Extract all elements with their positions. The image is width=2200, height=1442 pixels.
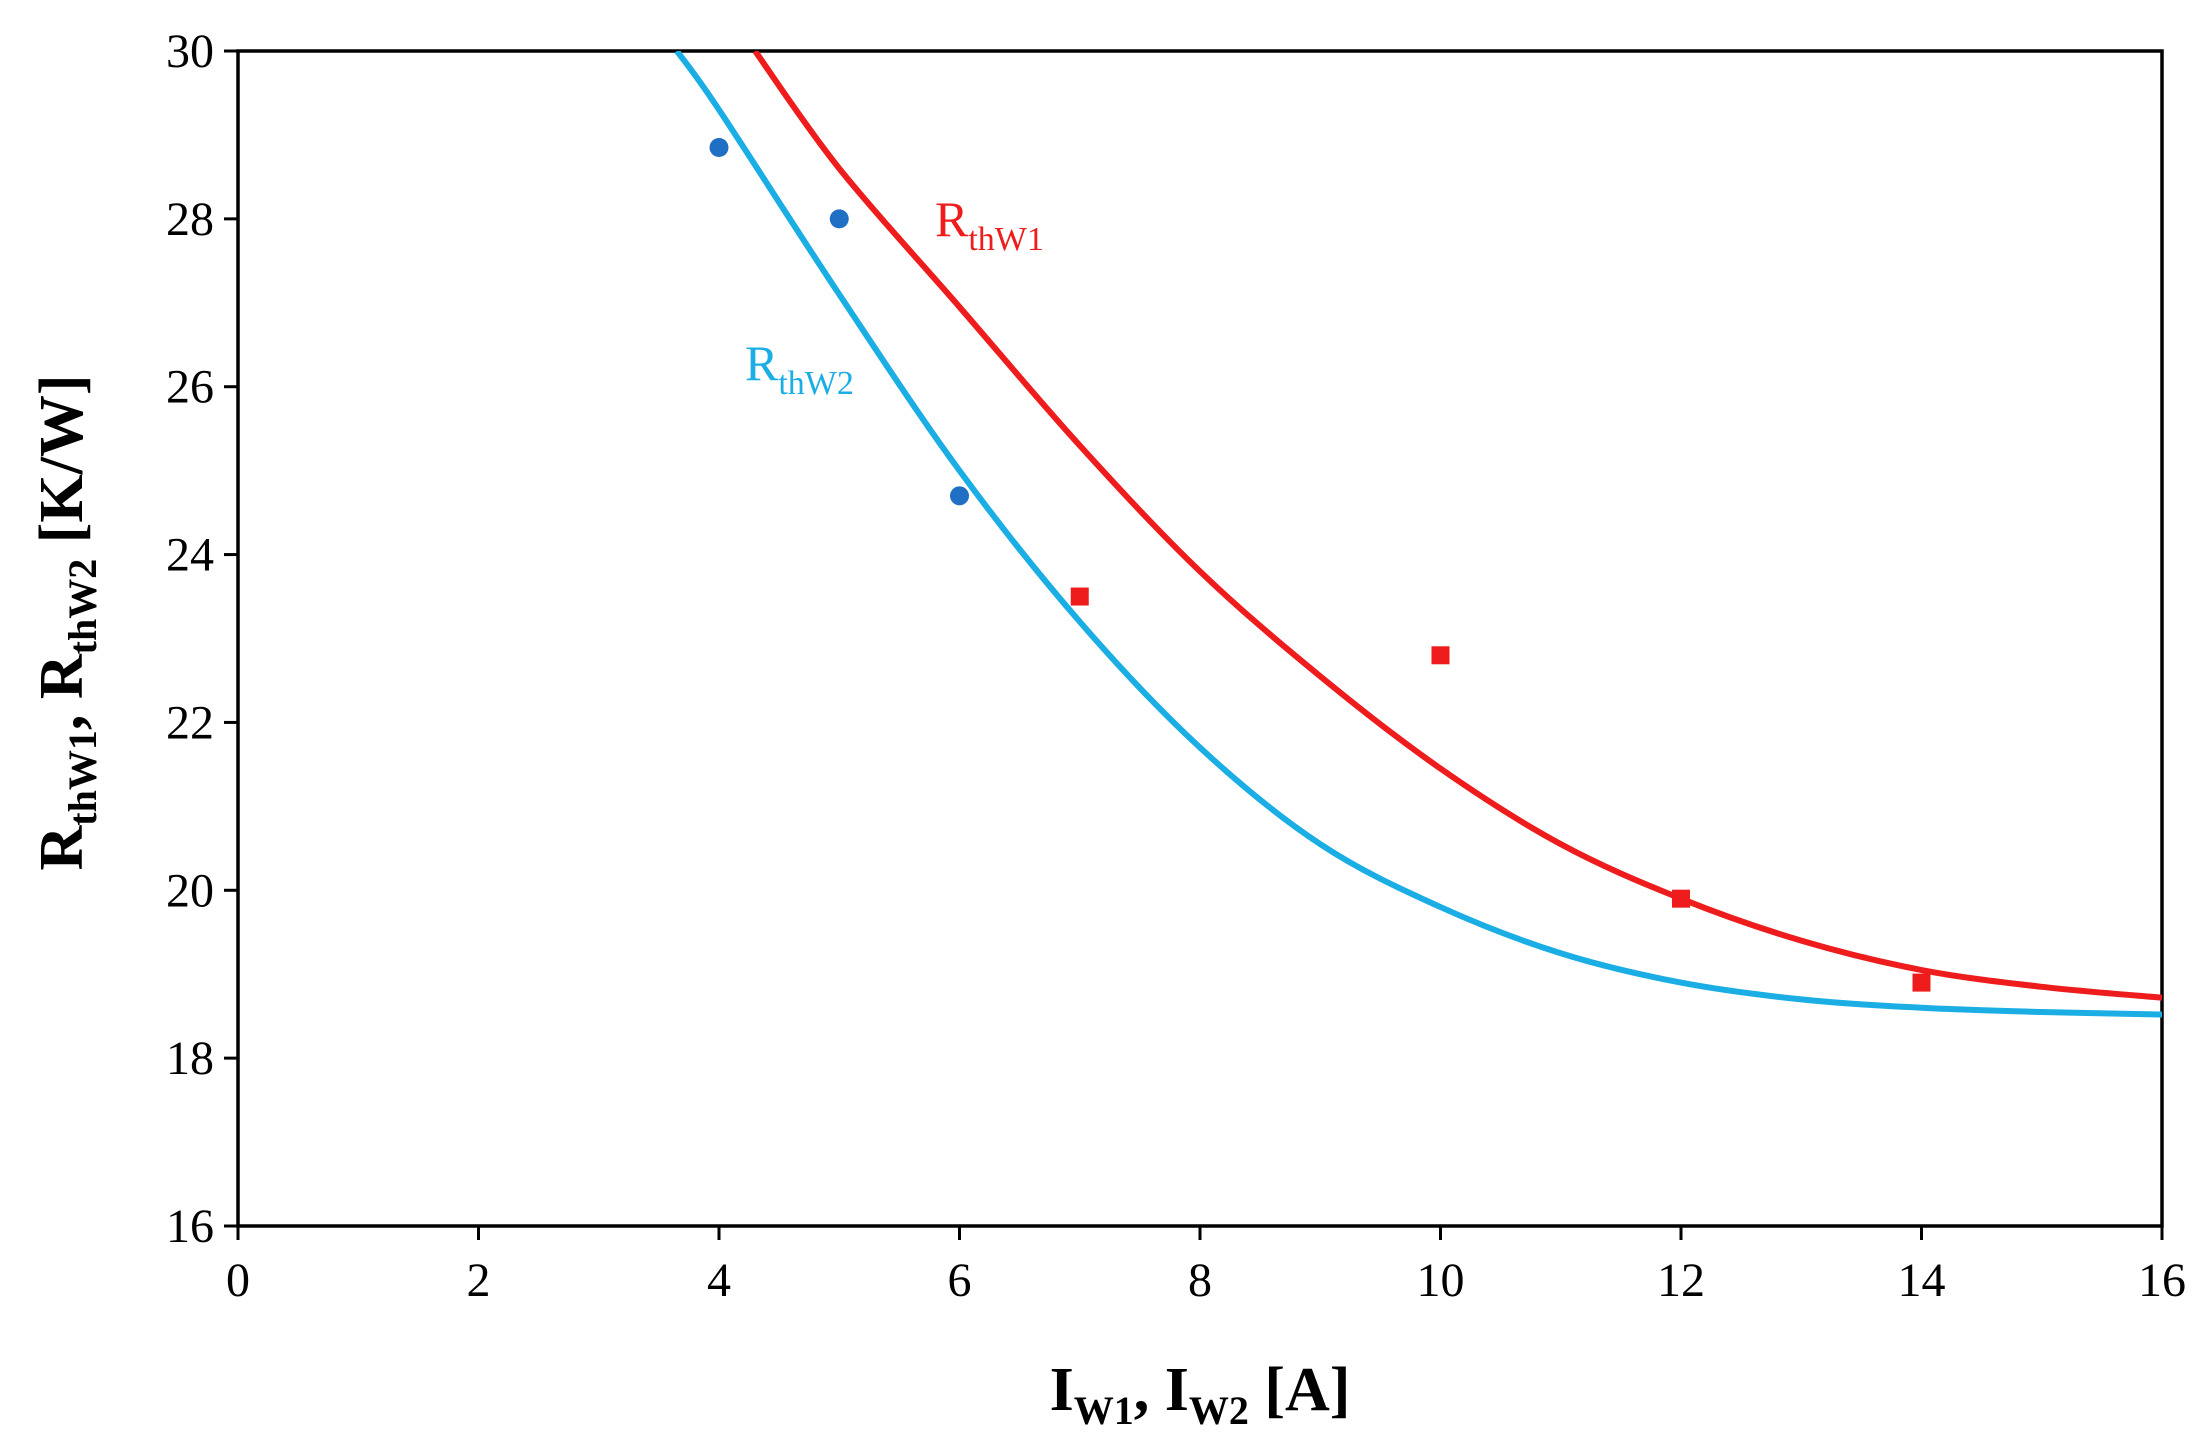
y-tick-label: 26 — [166, 361, 214, 414]
series-label-rthw2-main: R — [745, 335, 779, 391]
fit-lines — [674, 51, 2162, 1018]
y-axis-title: RthW1, RthW2 [K/W] — [28, 375, 105, 871]
x-tick-label: 10 — [1417, 1254, 1465, 1307]
x-axis-title-sub2: W2 — [1189, 1388, 1249, 1433]
plot-frame — [236, 49, 2164, 1228]
series-label-rthw2-sub: thW2 — [778, 365, 854, 402]
x-tick-label: 16 — [2138, 1254, 2186, 1307]
data-point-rthw1 — [1912, 973, 1931, 992]
plot-border — [236, 49, 2164, 1228]
x-tick-label: 6 — [948, 1254, 972, 1307]
x-axis-title-unit: [A] — [1249, 1356, 1351, 1424]
series-label-rthw1-sub: thW1 — [968, 221, 1044, 258]
y-axis-title-main1: R — [28, 824, 96, 870]
y-tick-label: 16 — [166, 1200, 214, 1253]
x-tick-label: 2 — [467, 1254, 491, 1307]
series-label-rthw1: RthW1 — [935, 191, 1044, 258]
series-label-rthw2: RthW2 — [745, 335, 854, 402]
y-axis-title-sep: , — [28, 699, 96, 730]
data-point-rthw1 — [1070, 587, 1089, 606]
data-point-rthw2 — [709, 138, 729, 158]
fit-line-rthw2 — [674, 51, 2162, 1018]
y-axis-title-sub2: thW2 — [60, 559, 105, 655]
y-tick-label: 22 — [166, 696, 214, 749]
y-tick-label: 28 — [166, 193, 214, 246]
x-axis-title-main2: I — [1165, 1356, 1189, 1424]
y-axis-title-sub1: thW1 — [60, 730, 105, 826]
y-tick-label: 20 — [166, 864, 214, 917]
y-tick-label: 24 — [166, 529, 214, 582]
y-axis-title-main2: R — [28, 653, 96, 699]
y-axis-title-unit: [K/W] — [28, 375, 96, 559]
axis-ticks — [224, 49, 2164, 1240]
x-tick-label: 4 — [707, 1254, 731, 1307]
series-label-rthw1-main: R — [935, 191, 969, 247]
x-tick-label: 14 — [1898, 1254, 1946, 1307]
fit-line-rthw1 — [752, 51, 2162, 1001]
data-markers — [709, 138, 1931, 992]
x-tick-label: 0 — [226, 1254, 250, 1307]
x-axis-title-main1: I — [1050, 1356, 1074, 1424]
x-axis-title: IW1, IW2 [A] — [1050, 1356, 1351, 1433]
x-axis-title-sub1: W1 — [1074, 1388, 1134, 1433]
x-axis-title-sep: , — [1134, 1356, 1165, 1424]
x-tick-label: 12 — [1657, 1254, 1705, 1307]
x-tick-label: 8 — [1188, 1254, 1212, 1307]
data-point-rthw1 — [1672, 889, 1690, 908]
data-point-rthw1 — [1431, 646, 1450, 665]
data-point-rthw2 — [829, 209, 849, 229]
y-tick-label: 18 — [166, 1032, 214, 1085]
y-tick-label: 30 — [166, 25, 214, 78]
data-point-rthw2 — [950, 486, 969, 506]
